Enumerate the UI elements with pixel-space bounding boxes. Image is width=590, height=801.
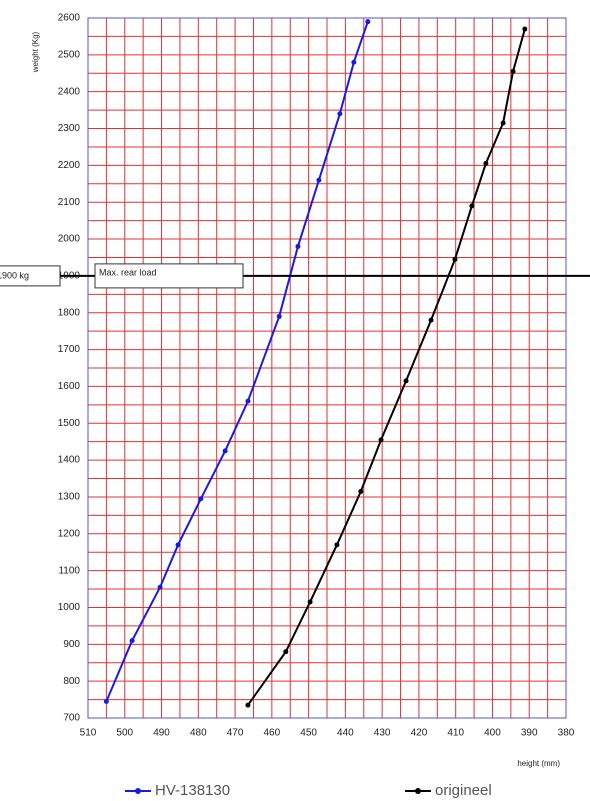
x-tick-label: 400 — [484, 728, 501, 739]
y-tick-label: 2400 — [58, 86, 81, 97]
x-tick-label: 490 — [153, 728, 170, 739]
data-point — [483, 161, 489, 167]
y-tick-label: 2100 — [58, 197, 81, 208]
y-tick-label: 2300 — [58, 123, 81, 134]
data-point — [522, 26, 528, 32]
data-point — [175, 542, 181, 548]
y-tick-label: 1100 — [58, 565, 80, 576]
data-point — [276, 313, 282, 319]
data-point — [337, 111, 343, 117]
annotation-label: 1900 kg — [0, 270, 29, 280]
x-tick-label: 410 — [447, 728, 464, 739]
data-point — [129, 638, 135, 644]
x-tick-label: 480 — [190, 728, 207, 739]
x-tick-label: 380 — [558, 728, 575, 739]
legend-marker — [415, 788, 421, 794]
x-tick-label: 440 — [337, 728, 354, 739]
data-point — [365, 19, 371, 25]
data-point — [452, 256, 458, 262]
data-point — [103, 698, 109, 704]
y-tick-label: 1700 — [58, 344, 81, 355]
y-tick-label: 800 — [63, 676, 80, 687]
x-tick-label: 510 — [80, 728, 97, 739]
y-tick-label: 2200 — [58, 160, 81, 171]
y-tick-label: 1800 — [58, 307, 81, 318]
data-point — [378, 437, 384, 443]
data-point — [198, 496, 204, 502]
series-line — [247, 28, 526, 706]
data-point — [307, 599, 313, 605]
data-point — [295, 243, 301, 249]
x-tick-label: 450 — [300, 728, 317, 739]
x-tick-label: 420 — [411, 728, 428, 739]
y-tick-label: 2500 — [58, 49, 81, 60]
data-point — [510, 68, 516, 74]
legend-label: origineel — [435, 782, 492, 799]
x-axis-label: height (mm) — [517, 759, 560, 768]
annotation-box — [94, 263, 244, 289]
data-point — [334, 542, 340, 548]
legend-label: HV-138130 — [155, 782, 230, 799]
y-tick-label: 1600 — [58, 381, 81, 392]
y-axis-label: weight (Kg) — [31, 31, 40, 73]
x-tick-label: 470 — [227, 728, 244, 739]
data-point — [245, 398, 251, 404]
x-tick-label: 430 — [374, 728, 391, 739]
x-tick-label: 460 — [264, 728, 281, 739]
data-point — [469, 203, 475, 209]
y-tick-label: 2000 — [58, 234, 81, 245]
x-tick-label: 390 — [521, 728, 538, 739]
y-tick-label: 1300 — [58, 492, 81, 503]
data-point — [403, 378, 409, 384]
y-tick-label: 1000 — [58, 602, 81, 613]
y-tick-label: 1500 — [58, 418, 81, 429]
data-point — [428, 317, 434, 323]
data-point — [222, 448, 228, 454]
annotation-box — [0, 265, 61, 287]
y-tick-label: 2600 — [58, 13, 81, 24]
plot-frame — [87, 17, 567, 719]
y-tick-label: 1400 — [58, 455, 81, 466]
y-tick-label: 900 — [63, 639, 80, 650]
data-point — [351, 59, 357, 65]
data-point — [157, 584, 163, 590]
data-point — [358, 488, 364, 494]
series-line — [105, 21, 369, 702]
data-point — [316, 177, 322, 183]
data-point — [283, 649, 289, 655]
legend-marker — [135, 788, 141, 794]
y-tick-label: 1200 — [58, 528, 81, 539]
data-point — [500, 120, 506, 126]
data-point — [245, 702, 251, 708]
y-tick-label: 700 — [63, 713, 80, 724]
annotation-text: Max. rear load — [99, 267, 157, 277]
x-tick-label: 500 — [116, 728, 133, 739]
